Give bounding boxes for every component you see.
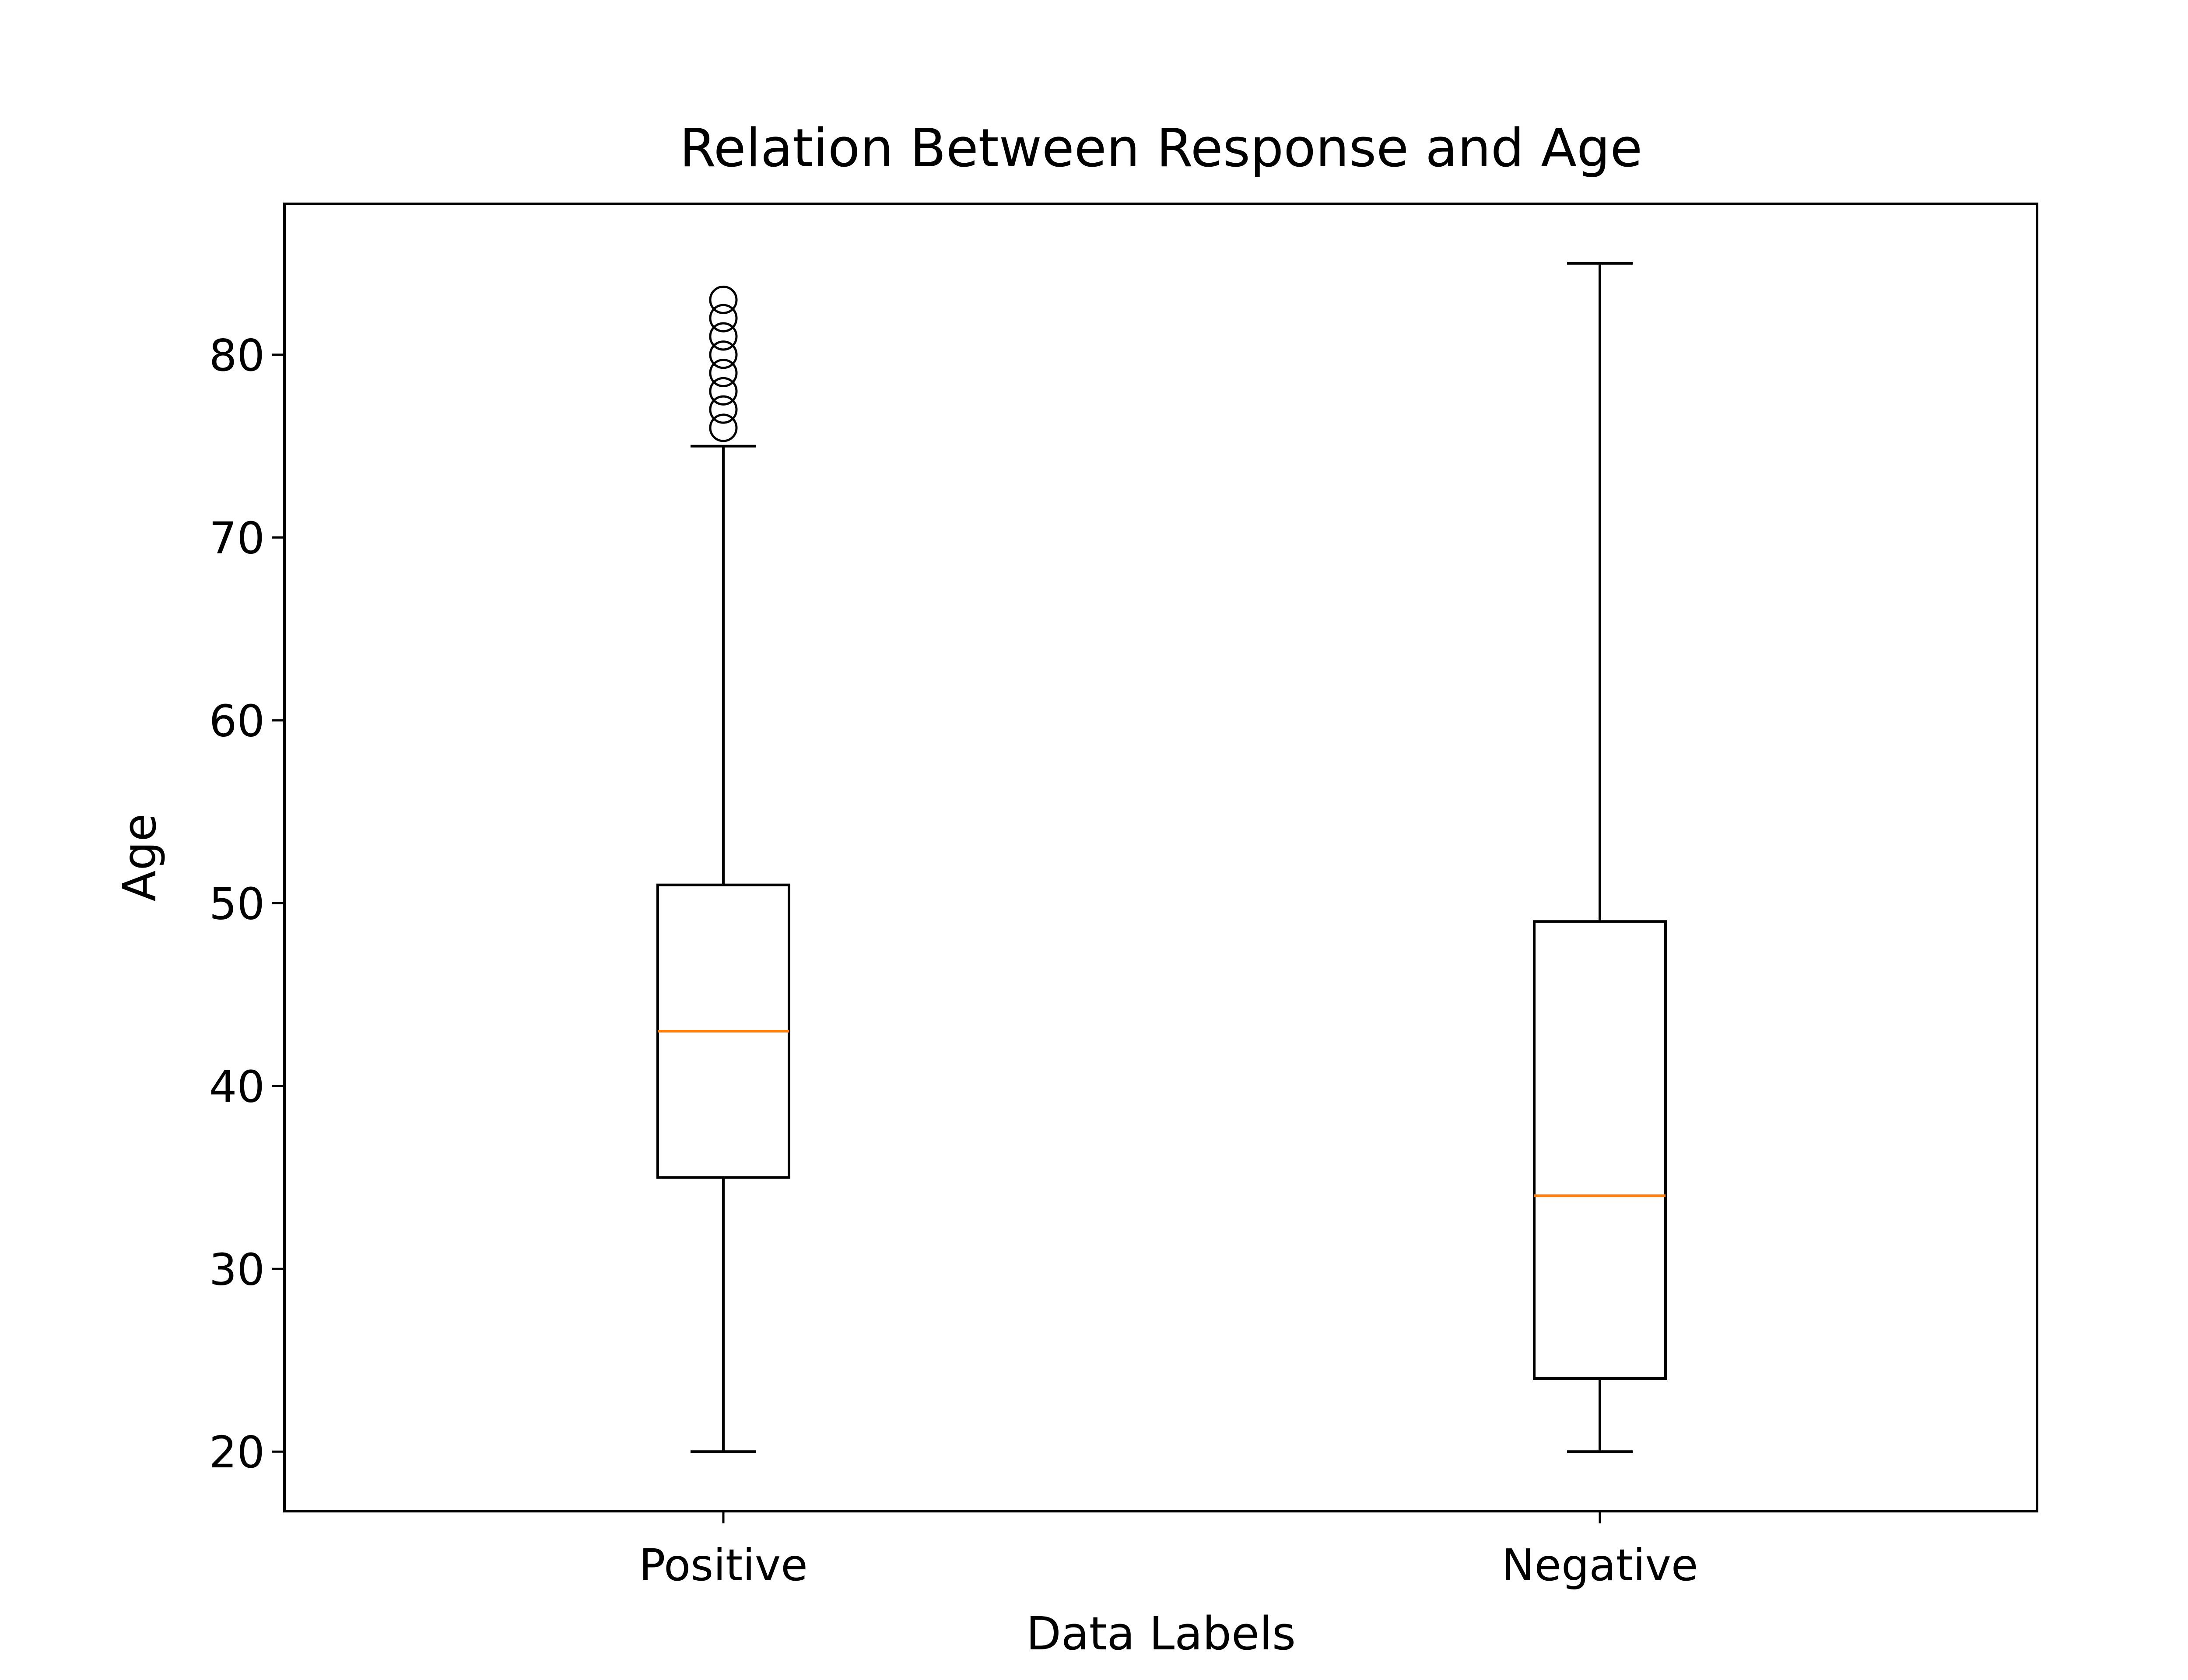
x-axis-ticks: Positive Negative [639, 1511, 1698, 1591]
outlier-point [709, 322, 738, 351]
plot-frame [283, 203, 2038, 1512]
box-group-positive [656, 285, 790, 1453]
box-series [656, 262, 1667, 1453]
outlier-point [709, 340, 738, 369]
outlier-point [709, 395, 738, 424]
x-tick-label: Negative [1502, 1540, 1698, 1591]
y-axis-ticks: 20 30 40 50 60 70 80 [209, 330, 284, 1478]
outlier-point [709, 359, 738, 388]
outlier-point [709, 285, 738, 314]
y-axis-label: Age [113, 813, 166, 901]
y-tick-label: 70 [209, 513, 265, 564]
chart-title: Relation Between Response and Age [680, 118, 1642, 179]
y-tick-label: 30 [209, 1244, 265, 1295]
x-tick-label: Positive [639, 1540, 808, 1591]
outlier-point [709, 377, 738, 406]
iqr-box [1533, 920, 1667, 1380]
outlier-point [709, 413, 738, 442]
box-group-negative [1533, 262, 1667, 1453]
x-axis-label: Data Labels [1026, 1607, 1296, 1660]
y-tick-label: 20 [209, 1427, 265, 1478]
y-tick-label: 40 [209, 1061, 265, 1112]
y-tick-label: 60 [209, 696, 265, 747]
y-tick-label: 50 [209, 878, 265, 929]
y-tick-label: 80 [209, 330, 265, 381]
outlier-point [709, 304, 738, 332]
